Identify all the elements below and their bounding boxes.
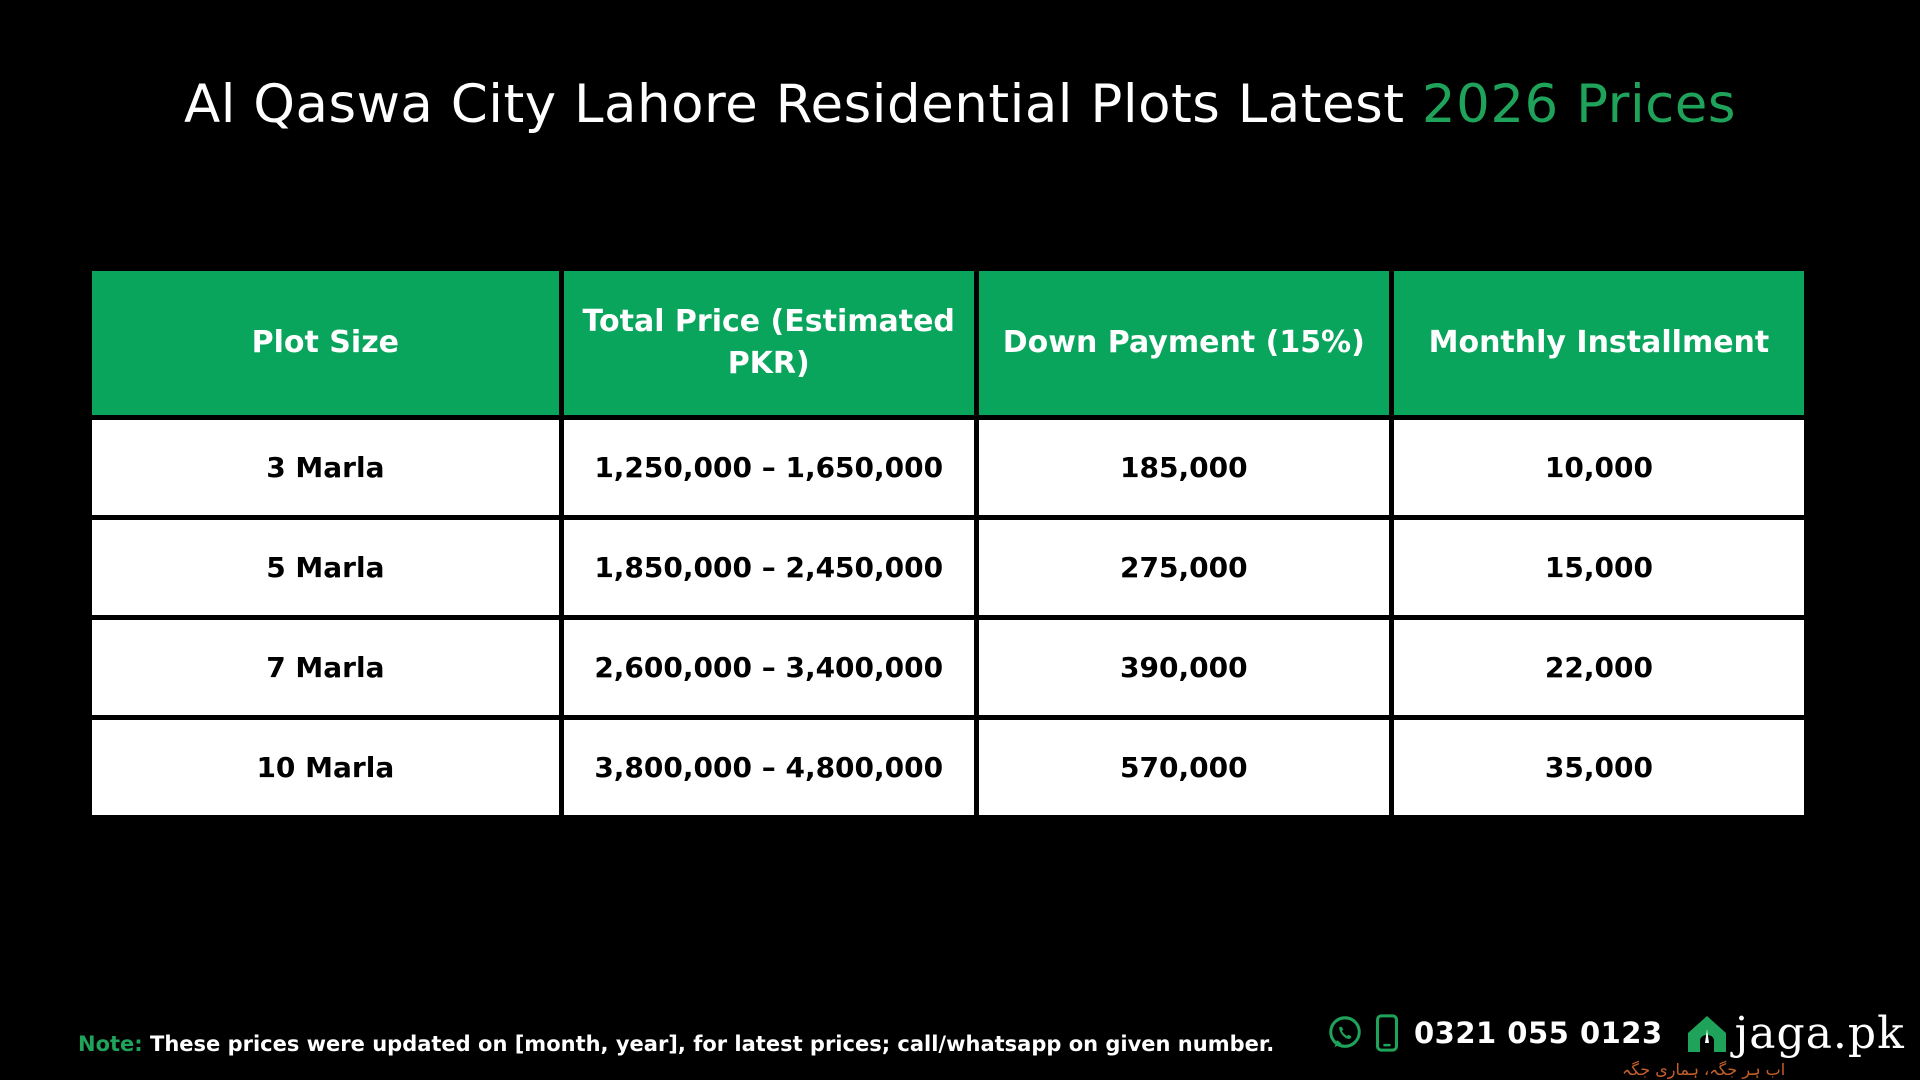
contact-bar: 0321 055 0123 jaga.pk <box>1326 1008 1905 1059</box>
header-monthly-installment: Monthly Installment <box>1393 271 1804 415</box>
cell-down-payment: 275,000 <box>978 520 1389 615</box>
cell-total-price: 2,600,000 – 3,400,000 <box>563 620 974 715</box>
title-prefix: Al Qaswa City Lahore Residential Plots L… <box>183 74 1405 135</box>
cell-monthly-installment: 22,000 <box>1393 620 1804 715</box>
cell-monthly-installment: 10,000 <box>1393 420 1804 515</box>
brand-logo[interactable]: jaga.pk <box>1685 1008 1905 1059</box>
page-title: Al Qaswa City Lahore Residential Plots L… <box>0 74 1920 135</box>
note-text: These prices were updated on [month, yea… <box>150 1032 1275 1056</box>
cell-monthly-installment: 15,000 <box>1393 520 1804 615</box>
title-accent: 2026 Prices <box>1421 74 1737 135</box>
price-table: Plot Size Total Price (Estimated PKR) Do… <box>87 266 1809 820</box>
cell-down-payment: 390,000 <box>978 620 1389 715</box>
house-logo-icon <box>1685 1011 1729 1055</box>
cell-total-price: 1,850,000 – 2,450,000 <box>563 520 974 615</box>
table-row: 3 Marla 1,250,000 – 1,650,000 185,000 10… <box>92 420 1804 515</box>
cell-total-price: 3,800,000 – 4,800,000 <box>563 720 974 815</box>
mobile-phone-icon[interactable] <box>1374 1014 1400 1052</box>
cell-total-price: 1,250,000 – 1,650,000 <box>563 420 974 515</box>
cell-plot-size: 5 Marla <box>92 520 559 615</box>
brand-tagline: اب ہر جگہ، ہماری جگہ <box>1622 1060 1786 1079</box>
brand-name: jaga.pk <box>1734 1007 1905 1059</box>
table-row: 10 Marla 3,800,000 – 4,800,000 570,000 3… <box>92 720 1804 815</box>
table-row: 5 Marla 1,850,000 – 2,450,000 275,000 15… <box>92 520 1804 615</box>
header-plot-size: Plot Size <box>92 271 559 415</box>
cell-monthly-installment: 35,000 <box>1393 720 1804 815</box>
cell-plot-size: 7 Marla <box>92 620 559 715</box>
cell-plot-size: 3 Marla <box>92 420 559 515</box>
table-header-row: Plot Size Total Price (Estimated PKR) Do… <box>92 271 1804 415</box>
phone-number[interactable]: 0321 055 0123 <box>1414 1016 1663 1050</box>
cell-plot-size: 10 Marla <box>92 720 559 815</box>
header-total-price: Total Price (Estimated PKR) <box>563 271 974 415</box>
header-down-payment: Down Payment (15%) <box>978 271 1389 415</box>
footer-note: Note: These prices were updated on [mont… <box>78 1032 1274 1056</box>
cell-down-payment: 570,000 <box>978 720 1389 815</box>
whatsapp-icon[interactable] <box>1326 1014 1364 1052</box>
cell-down-payment: 185,000 <box>978 420 1389 515</box>
note-label: Note: <box>78 1032 143 1056</box>
table-row: 7 Marla 2,600,000 – 3,400,000 390,000 22… <box>92 620 1804 715</box>
